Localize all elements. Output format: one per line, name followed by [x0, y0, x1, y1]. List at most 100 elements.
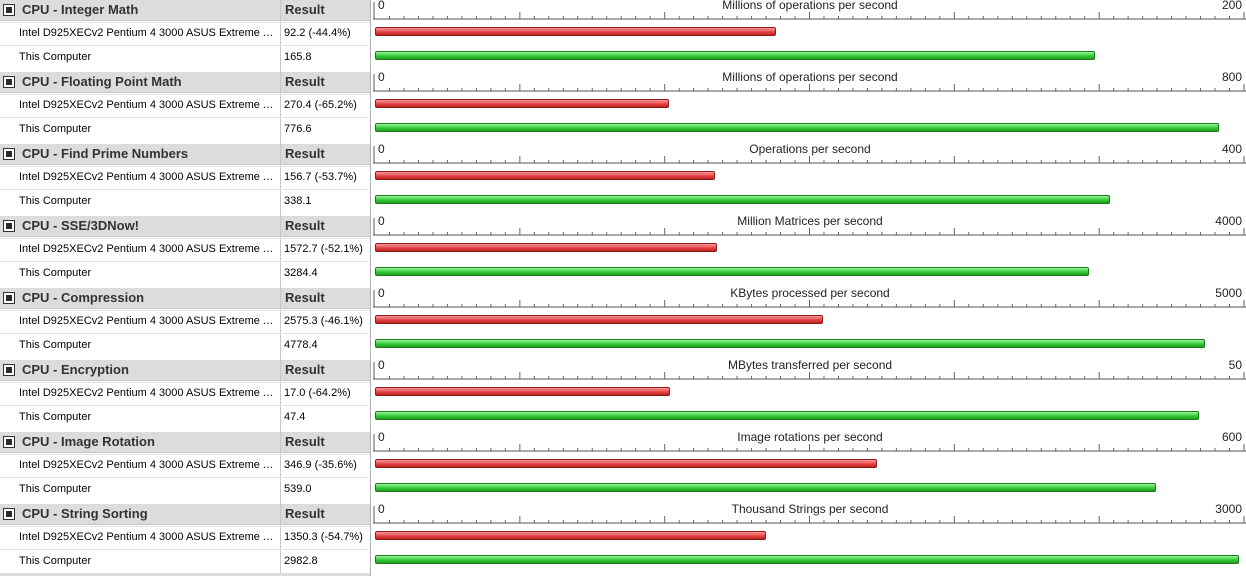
result-column-header[interactable]: Result — [281, 360, 370, 381]
reference-result: 1350.3 (-54.7%) — [284, 531, 363, 543]
row-divider — [0, 117, 370, 118]
row-divider — [0, 310, 370, 311]
axis-min-label: 0 — [378, 142, 385, 156]
reference-bar — [375, 27, 776, 36]
section-title: CPU - String Sorting — [22, 506, 148, 521]
section-header[interactable]: CPU - Find Prime Numbers — [0, 144, 280, 165]
reference-bar — [375, 99, 669, 108]
reference-name: Intel D925XECv2 Pentium 4 3000 ASUS Extr… — [19, 27, 277, 39]
row-divider — [0, 189, 370, 190]
axis-ruler — [373, 146, 1246, 164]
result-column-header[interactable]: Result — [281, 0, 370, 21]
reference-row[interactable]: Intel D925XECv2 Pentium 4 3000 ASUS Extr… — [0, 21, 370, 45]
this-computer-bar — [375, 411, 1199, 420]
benchmark-section: CPU - Floating Point Math Result 0 Milli… — [0, 70, 1246, 144]
this-computer-bar — [375, 195, 1110, 204]
section-header[interactable]: CPU - Encryption — [0, 360, 280, 381]
row-divider — [0, 94, 370, 95]
reference-result: 17.0 (-64.2%) — [284, 387, 351, 399]
benchmark-section: CPU - Encryption Result 0 MBytes transfe… — [0, 358, 1246, 432]
this-computer-row[interactable]: This Computer 776.6 — [0, 117, 370, 141]
section-header[interactable]: CPU - Compression — [0, 288, 280, 309]
result-header-label: Result — [285, 2, 325, 17]
cpu-chip-icon — [3, 148, 15, 160]
axis-ruler — [373, 362, 1246, 380]
this-computer-result: 47.4 — [284, 411, 306, 423]
this-computer-name: This Computer — [19, 555, 92, 567]
axis-min-label: 0 — [378, 286, 385, 300]
reference-result: 92.2 (-44.4%) — [284, 27, 351, 39]
reference-result: 156.7 (-53.7%) — [284, 171, 357, 183]
reference-bar — [375, 243, 717, 252]
benchmark-section: CPU - Compression Result 0 KBytes proces… — [0, 286, 1246, 360]
result-column-header[interactable]: Result — [281, 144, 370, 165]
this-computer-row[interactable]: This Computer 2982.8 — [0, 549, 370, 573]
result-header-label: Result — [285, 506, 325, 521]
axis-min-label: 0 — [378, 0, 385, 12]
axis-min-label: 0 — [378, 502, 385, 516]
reference-row[interactable]: Intel D925XECv2 Pentium 4 3000 ASUS Extr… — [0, 309, 370, 333]
result-header-label: Result — [285, 434, 325, 449]
result-column-header[interactable]: Result — [281, 504, 370, 525]
reference-name: Intel D925XECv2 Pentium 4 3000 ASUS Extr… — [19, 531, 277, 543]
axis-ruler — [373, 218, 1246, 236]
section-header[interactable]: CPU - String Sorting — [0, 504, 280, 525]
this-computer-name: This Computer — [19, 51, 92, 63]
this-computer-row[interactable]: This Computer 3284.4 — [0, 261, 370, 285]
this-computer-row[interactable]: This Computer 338.1 — [0, 189, 370, 213]
reference-row[interactable]: Intel D925XECv2 Pentium 4 3000 ASUS Extr… — [0, 237, 370, 261]
benchmark-section: CPU - SSE/3DNow! Result 0 Million Matric… — [0, 214, 1246, 288]
result-header-label: Result — [285, 290, 325, 305]
this-computer-bar — [375, 483, 1156, 492]
this-computer-row[interactable]: This Computer 4778.4 — [0, 333, 370, 357]
reference-name: Intel D925XECv2 Pentium 4 3000 ASUS Extr… — [19, 171, 277, 183]
this-computer-result: 2982.8 — [284, 555, 318, 567]
section-header[interactable]: CPU - SSE/3DNow! — [0, 216, 280, 237]
this-computer-result: 165.8 — [284, 51, 312, 63]
reference-row[interactable]: Intel D925XECv2 Pentium 4 3000 ASUS Extr… — [0, 453, 370, 477]
this-computer-bar — [375, 339, 1206, 348]
result-column-header[interactable]: Result — [281, 216, 370, 237]
reference-row[interactable]: Intel D925XECv2 Pentium 4 3000 ASUS Extr… — [0, 525, 370, 549]
section-title: CPU - Encryption — [22, 362, 129, 377]
this-computer-name: This Computer — [19, 123, 92, 135]
row-divider — [0, 526, 370, 527]
reference-row[interactable]: Intel D925XECv2 Pentium 4 3000 ASUS Extr… — [0, 165, 370, 189]
axis-ruler — [373, 506, 1246, 524]
benchmark-section: CPU - String Sorting Result 0 Thousand S… — [0, 502, 1246, 576]
cpu-chip-icon — [3, 508, 15, 520]
this-computer-row[interactable]: This Computer 165.8 — [0, 45, 370, 69]
this-computer-name: This Computer — [19, 483, 92, 495]
reference-name: Intel D925XECv2 Pentium 4 3000 ASUS Extr… — [19, 459, 277, 471]
reference-name: Intel D925XECv2 Pentium 4 3000 ASUS Extr… — [19, 243, 277, 255]
this-computer-row[interactable]: This Computer 47.4 — [0, 405, 370, 429]
reference-result: 270.4 (-65.2%) — [284, 99, 357, 111]
this-computer-name: This Computer — [19, 339, 92, 351]
axis-ruler — [373, 434, 1246, 452]
row-divider — [0, 382, 370, 383]
reference-row[interactable]: Intel D925XECv2 Pentium 4 3000 ASUS Extr… — [0, 93, 370, 117]
axis-min-label: 0 — [378, 214, 385, 228]
reference-name: Intel D925XECv2 Pentium 4 3000 ASUS Extr… — [19, 99, 277, 111]
section-header[interactable]: CPU - Integer Math — [0, 0, 280, 21]
cpu-chip-icon — [3, 292, 15, 304]
row-divider — [0, 333, 370, 334]
result-column-header[interactable]: Result — [281, 72, 370, 93]
result-column-header[interactable]: Result — [281, 288, 370, 309]
axis-min-label: 0 — [378, 430, 385, 444]
reference-name: Intel D925XECv2 Pentium 4 3000 ASUS Extr… — [19, 387, 277, 399]
section-header[interactable]: CPU - Floating Point Math — [0, 72, 280, 93]
row-divider — [0, 166, 370, 167]
reference-bar — [375, 315, 823, 324]
axis-ruler — [373, 290, 1246, 308]
axis-unit-label: Thousand Strings per second — [731, 502, 889, 516]
axis-max-label: 5000 — [1215, 286, 1242, 300]
this-computer-row[interactable]: This Computer 539.0 — [0, 477, 370, 501]
section-header[interactable]: CPU - Image Rotation — [0, 432, 280, 453]
next-section-edge — [0, 573, 370, 576]
reference-row[interactable]: Intel D925XECv2 Pentium 4 3000 ASUS Extr… — [0, 381, 370, 405]
row-divider — [0, 405, 370, 406]
axis-min-label: 0 — [378, 70, 385, 84]
row-divider — [0, 238, 370, 239]
result-column-header[interactable]: Result — [281, 432, 370, 453]
